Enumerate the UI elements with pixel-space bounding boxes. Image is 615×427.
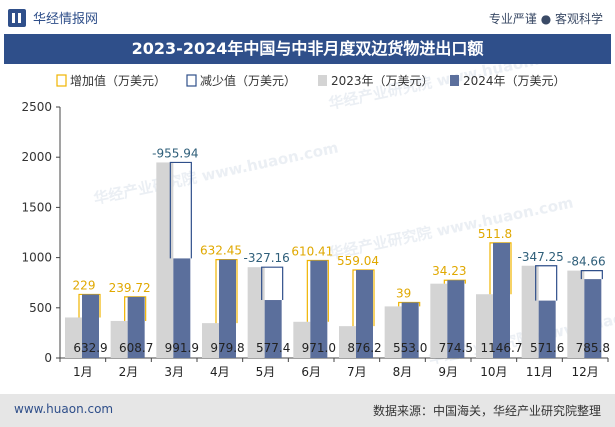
bar-chart: 华经产业研究院 www.huaon.com 华经产业研究院 www.huaon.c… [21,64,615,379]
decrease-outline [535,265,558,301]
bar-2024 [447,280,465,358]
bar-2024 [82,294,99,358]
change-label: 632.45 [200,244,242,258]
change-label: -327.16 [244,251,290,265]
decrease-outline [169,161,192,259]
y-tick-label: 2000 [21,150,52,164]
bar-2024 [401,302,419,358]
bar-2023 [156,162,174,358]
x-tick-label: 11月 [526,365,553,379]
x-tick-label: 4月 [210,365,230,379]
bar-2023 [247,267,265,358]
bar-2023 [65,317,82,358]
brand-name: 华经情报网 [33,12,99,27]
site-url: www.huaon.com [14,402,114,416]
x-tick-label: 12月 [572,365,599,379]
bar-2023 [293,321,311,358]
bar-2024 [310,260,328,358]
bar-2023 [339,326,356,358]
bar-2023 [110,320,128,358]
value-label-2024: 876.2 [347,341,381,355]
value-label-2024: 774.5 [439,341,473,355]
change-label: 239.72 [109,281,151,295]
legend-swatch [450,75,459,86]
change-label: -84.66 [567,255,606,269]
legend-label: 减少值（万美元） [200,73,296,88]
x-tick-label: 6月 [301,365,321,379]
value-label-2024: 971.0 [302,341,336,355]
watermark-text: 华经产业研究院 www.huaon.com [92,138,340,207]
value-label-2024: 785.8 [576,341,610,355]
y-tick-label: 1500 [21,200,52,214]
y-tick-label: 1000 [21,251,52,265]
change-label: 610.41 [291,245,333,259]
x-tick-label: 5月 [256,365,276,379]
y-tick-label: 2500 [21,100,52,114]
x-tick-label: 7月 [347,365,367,379]
chart-title: 2023-2024年中国与中非月度双边货物进出口额 [131,39,484,58]
legend-swatch [186,74,197,87]
legend-swatch [56,74,67,87]
value-label-2024: 553.0 [393,341,427,355]
x-tick-label: 9月 [438,365,458,379]
bar-2024 [127,296,145,358]
legend-swatch [318,75,327,86]
legend-label: 2024年（万美元） [463,74,566,88]
change-label: 511.8 [478,227,512,241]
change-label: 39 [396,286,411,300]
tagline: 专业严谨 ● 客观科学 [488,12,603,26]
bar-2023 [202,323,219,358]
value-label-2024: 577.4 [256,341,290,355]
change-label: 229 [73,278,96,292]
bar-2024 [584,279,602,358]
y-tick-label: 0 [44,351,52,365]
value-label-2024: 1146.7 [481,341,523,355]
change-label: -955.94 [152,146,198,160]
bar-2024 [538,300,556,358]
decrease-outline [261,266,284,301]
watermark-text: 华经产业研究院 www.huaon.com [327,64,575,113]
change-label: 34.23 [432,264,466,278]
x-tick-label: 2月 [119,365,139,379]
bottom-bar: www.huaon.com 数据来源：中国海关，华经产业研究院整理 [0,394,615,427]
value-label-2024: 608.7 [119,341,153,355]
x-tick-label: 3月 [164,365,184,379]
x-tick-label: 10月 [480,365,507,379]
bar-2024 [264,300,282,358]
x-tick-label: 1月 [73,365,93,379]
logo-icon [8,8,26,27]
legend-label: 增加值（万美元） [70,73,166,88]
change-label: -347.25 [518,250,564,264]
bar-2023 [567,270,585,358]
bar-2023 [521,265,539,358]
bar-2024 [493,242,510,358]
legend-label: 2023年（万美元） [331,74,434,88]
value-label-2024: 632.9 [73,341,107,355]
data-source: 数据来源：中国海关，华经产业研究院整理 [372,404,601,418]
bar-2024 [356,270,373,358]
bar-2023 [430,283,448,358]
change-label: 559.04 [337,254,379,268]
value-label-2024: 979.8 [210,341,244,355]
y-tick-label: 500 [29,301,52,315]
title-bar: 2023-2024年中国与中非月度双边货物进出口额 [4,34,611,64]
x-tick-label: 8月 [393,365,413,379]
bar-2023 [476,294,493,358]
brand: 华经情报网 [8,8,98,27]
bar-2024 [173,258,191,358]
decrease-outline [580,270,603,280]
bar-2024 [219,259,236,358]
value-label-2024: 991.9 [165,341,199,355]
bar-2023 [384,306,402,358]
top-bar: 华经情报网 专业严谨 ● 客观科学 [0,0,615,34]
value-label-2024: 571.6 [530,341,564,355]
